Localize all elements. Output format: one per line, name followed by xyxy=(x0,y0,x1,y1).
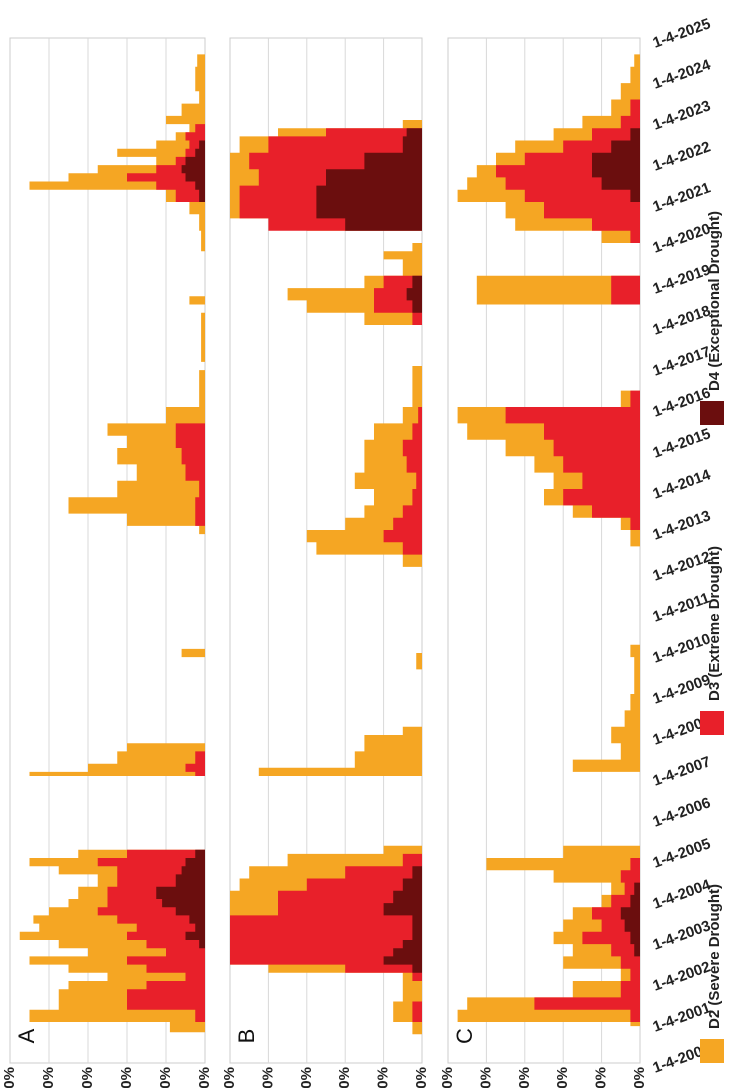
x-tick-label: 1-4-2025 xyxy=(651,15,713,52)
x-tick-label: 1-4-2002 xyxy=(651,958,713,995)
y-tick-label: 60% xyxy=(79,1067,96,1088)
panel-label: C xyxy=(452,1028,477,1044)
x-tick-label: 1-4-2009 xyxy=(651,671,713,708)
x-tick-label: 1-4-2003 xyxy=(651,917,713,954)
area-d4-panel-a xyxy=(156,54,205,1039)
x-tick-label: 1-4-2018 xyxy=(651,302,713,339)
x-tick-label: 1-4-2004 xyxy=(651,876,714,913)
area-d4-d2-panel-c xyxy=(457,54,640,1039)
x-tick-label: 1-4-2006 xyxy=(651,794,713,831)
legend-label: D3 (Extreme Drought) xyxy=(706,546,723,701)
panel-label: A xyxy=(14,1028,39,1043)
x-tick-label: 1-4-2012 xyxy=(651,548,713,585)
x-tick-label: 1-4-2005 xyxy=(651,835,713,872)
y-tick-label: 80% xyxy=(40,1067,57,1088)
legend-label: D2 (Severe Drought) xyxy=(706,884,723,1029)
y-tick-label: 80% xyxy=(259,1067,276,1088)
x-tick-label: 1-4-2020 xyxy=(651,220,713,257)
panel-b: B xyxy=(229,37,423,1064)
y-tick-label: 100% xyxy=(221,1067,238,1088)
panel-label: B xyxy=(234,1029,259,1044)
x-tick-label: 1-4-2007 xyxy=(651,753,713,790)
x-tick-label: 1-4-2024 xyxy=(651,56,714,93)
x-tick-label: 1-4-2001 xyxy=(651,999,713,1036)
x-tick-label: 1-4-2011 xyxy=(651,590,712,626)
y-tick-label: 80% xyxy=(477,1067,494,1088)
legend-swatch xyxy=(700,1039,724,1063)
legend-swatch xyxy=(700,401,724,425)
legend-entry-d2: D2 (Severe Drought) xyxy=(700,884,724,1063)
y-tick-label: 20% xyxy=(593,1067,610,1088)
legend: D2 (Severe Drought) D3 (Extreme Drought) D… xyxy=(700,211,724,1063)
x-tick-label: 1-4-2014 xyxy=(651,466,714,503)
y-tick-label: 20% xyxy=(375,1067,392,1088)
x-tick-label: 1-4-2015 xyxy=(651,425,713,462)
y-tick-label: 20% xyxy=(157,1067,174,1088)
area-d4-panel-b xyxy=(316,120,422,1043)
legend-label: D4 (Exceptional Drought) xyxy=(706,211,723,391)
y-tick-label: 100% xyxy=(439,1067,456,1088)
x-tick-label: 1-4-2013 xyxy=(651,507,713,544)
area-d4-panel-c xyxy=(592,54,640,1039)
y-tick-label: 60% xyxy=(298,1067,315,1088)
y-tick-label: 100% xyxy=(1,1067,18,1088)
y-tick-label: 40% xyxy=(554,1067,571,1088)
y-tick-label: 40% xyxy=(118,1067,135,1088)
legend-entry-d3: D3 (Extreme Drought) xyxy=(700,546,724,735)
y-tick-label: 0% xyxy=(413,1067,430,1088)
y-tick-label: 0% xyxy=(631,1067,648,1088)
legend-swatch xyxy=(700,711,724,735)
panel-c: C xyxy=(447,37,641,1064)
panels-layer: A B C xyxy=(9,37,641,1064)
x-tick-label: 1-4-2010 xyxy=(651,630,713,667)
y-tick-label: 0% xyxy=(196,1067,213,1088)
x-tick-label: 1-4-2017 xyxy=(651,343,713,380)
x-tick-label: 1-4-2019 xyxy=(651,261,713,298)
x-tick-label: 1-4-2021 xyxy=(651,179,713,216)
x-tick-label: 1-4-2022 xyxy=(651,138,713,175)
legend-entry-d4: D4 (Exceptional Drought) xyxy=(700,211,724,425)
y-tick-label: 60% xyxy=(516,1067,533,1088)
y-tick-label: 40% xyxy=(336,1067,353,1088)
panel-a: A xyxy=(9,37,206,1064)
x-tick-label: 1-4-2023 xyxy=(651,97,713,134)
